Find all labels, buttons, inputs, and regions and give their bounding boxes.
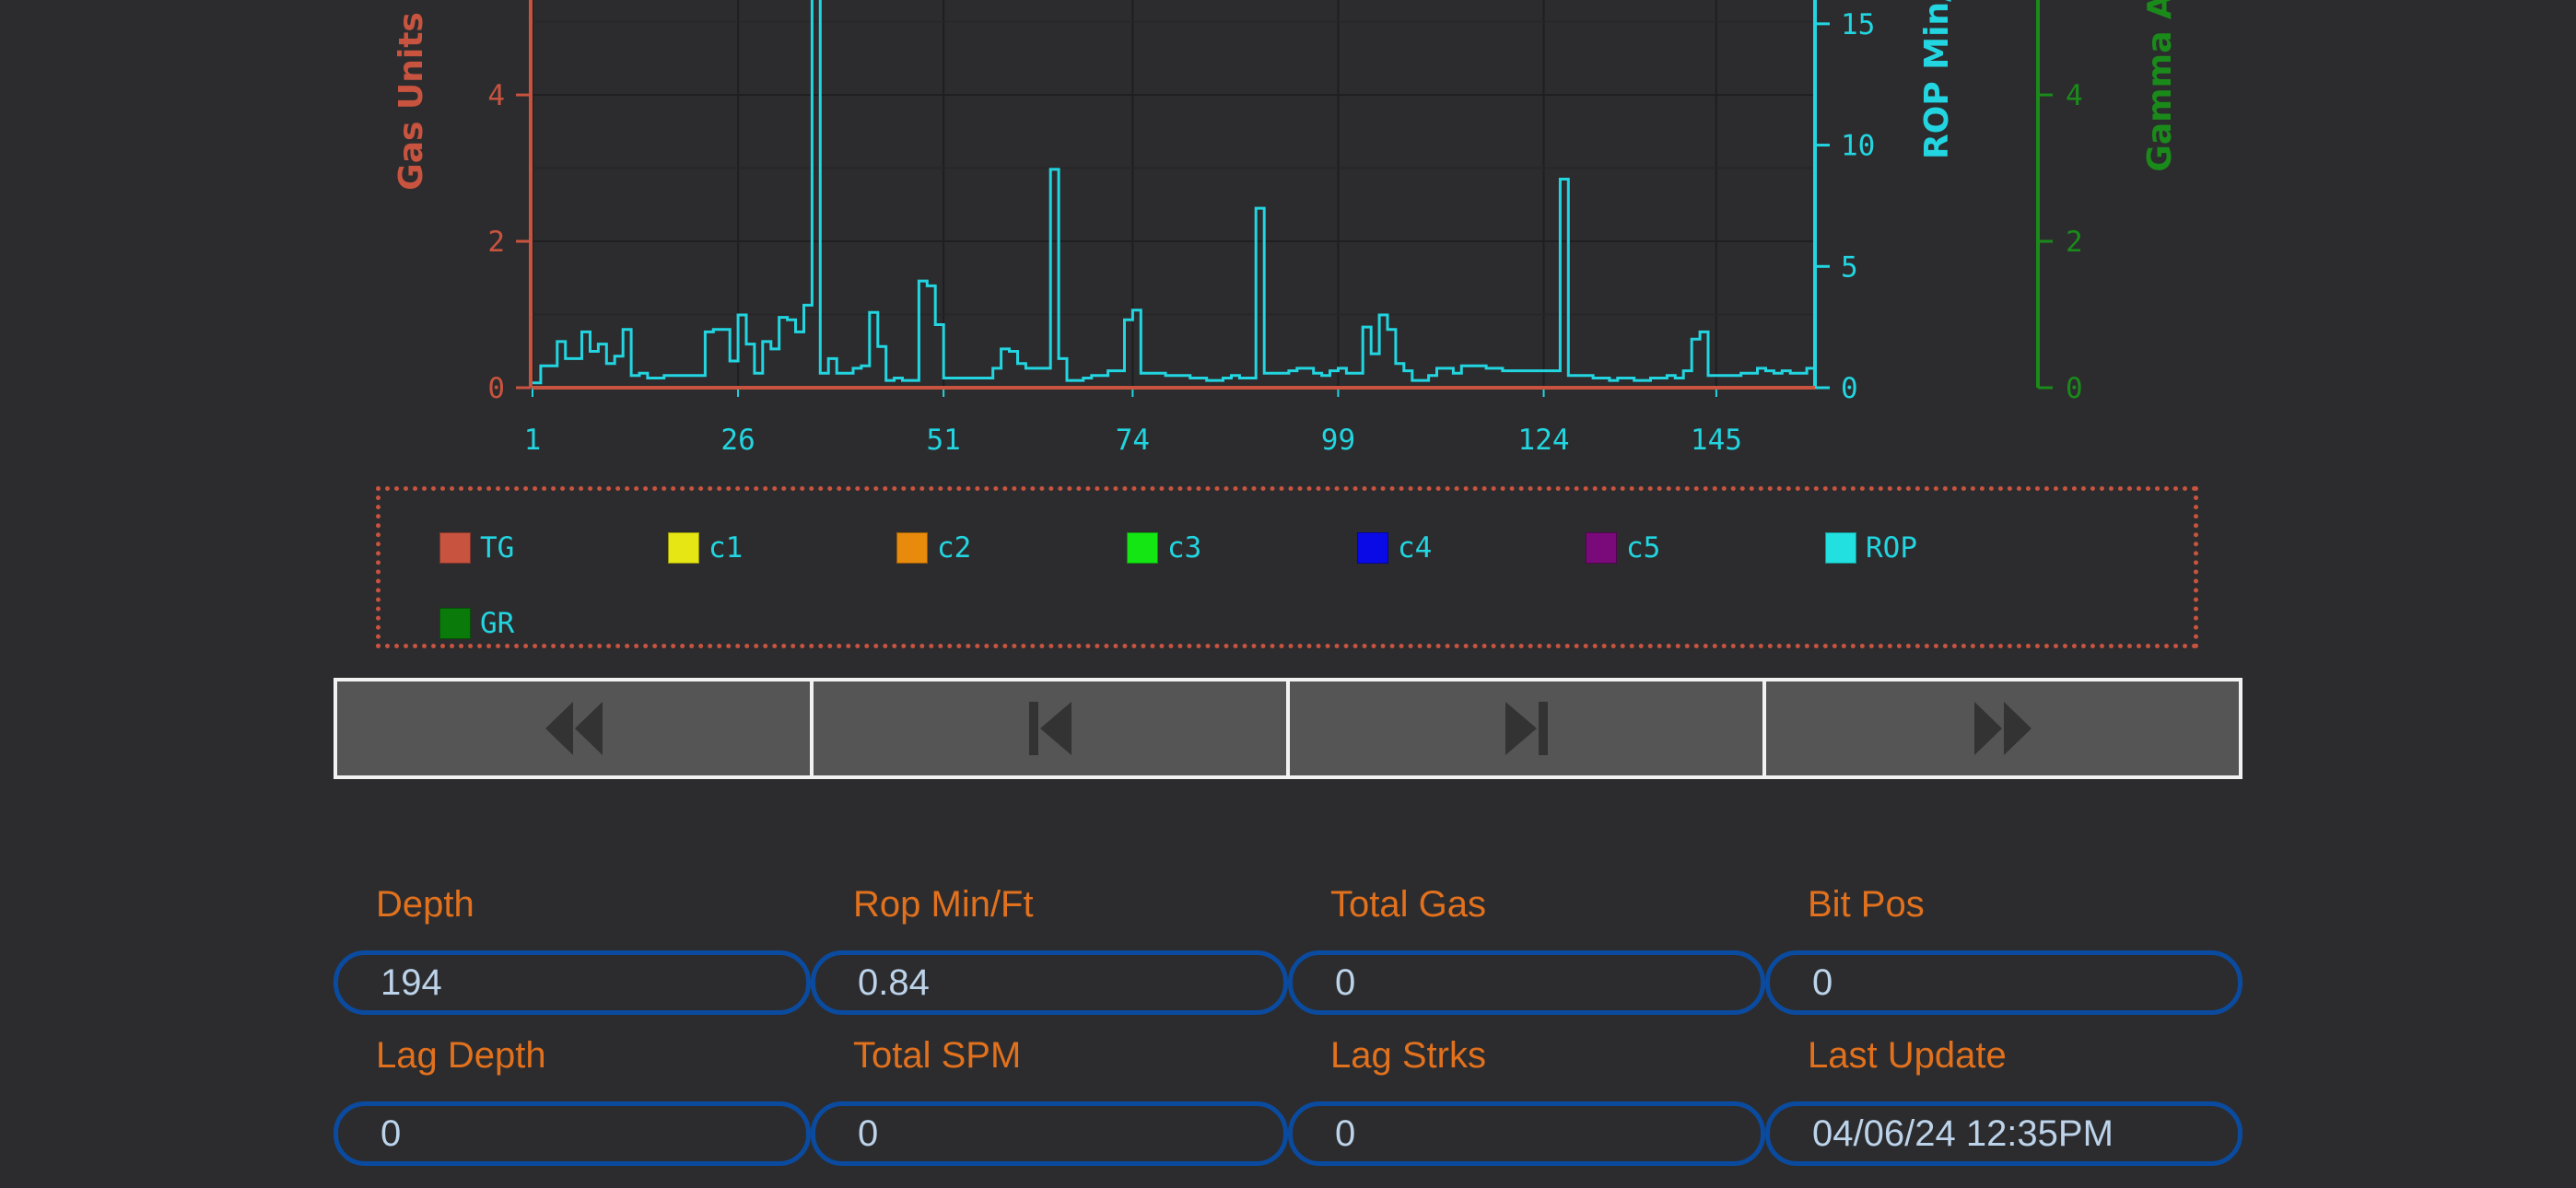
total-spm-field-group: Total SPM 0 (811, 1035, 1288, 1166)
total-gas-field-group: Total Gas 0 (1288, 884, 1765, 1015)
legend-swatch (439, 608, 471, 639)
last-update-field-group: Last Update 04/06/24 12:35PM (1765, 1035, 2242, 1166)
bit-pos-label: Bit Pos (1808, 884, 1925, 925)
legend-swatch (896, 532, 928, 564)
bit-pos-field[interactable]: 0 (1765, 950, 2242, 1015)
rop-label: Rop Min/Ft (853, 884, 1034, 925)
total-gas-label: Total Gas (1330, 884, 1486, 925)
last-update-field[interactable]: 04/06/24 12:35PM (1765, 1101, 2242, 1166)
rop-tick-label: 15 (1841, 8, 1875, 41)
legend-swatch (1586, 532, 1617, 564)
lag-strks-field[interactable]: 0 (1288, 1101, 1765, 1166)
x-tick-label: 124 (1518, 424, 1570, 457)
skip-back-icon (1028, 702, 1071, 755)
legend-item-rop[interactable]: ROP (1825, 531, 1917, 565)
depth-field[interactable]: 194 (334, 950, 811, 1015)
lag-strks-label: Lag Strks (1330, 1035, 1486, 1076)
total-spm-field[interactable]: 0 (811, 1101, 1288, 1166)
gamma-tick-label: 2 (2066, 226, 2083, 259)
chart-axes (516, 0, 2053, 397)
bit-pos-field-group: Bit Pos 0 (1765, 884, 2242, 1015)
legend-swatch (1357, 532, 1388, 564)
gas-tick-label: 4 (487, 79, 505, 112)
rop-tick-label: 5 (1841, 250, 1858, 284)
legend-item-c2[interactable]: c2 (896, 531, 971, 565)
gas-tick-label: 0 (487, 372, 505, 405)
x-tick-label: 1 (524, 424, 542, 457)
x-tick-label: 51 (926, 424, 960, 457)
gamma-tick-label: 4 (2066, 79, 2083, 112)
first-page-button[interactable] (334, 678, 814, 779)
lag-depth-field[interactable]: 0 (334, 1101, 811, 1166)
legend-label: TG (480, 531, 515, 565)
fast-forward-icon (1973, 702, 2032, 755)
chart-legend: TG c1 c2 c3 c4 c5 ROP GR (376, 486, 2198, 648)
legend-label: c5 (1626, 531, 1661, 565)
legend-swatch (439, 532, 471, 564)
legend-label: c4 (1398, 531, 1433, 565)
lag-depth-label: Lag Depth (376, 1035, 546, 1076)
next-button[interactable] (1286, 678, 1766, 779)
gas-axis-title: Gas Units (392, 12, 430, 191)
rewind-icon (544, 702, 603, 755)
legend-swatch (1825, 532, 1856, 564)
rop-field-group: Rop Min/Ft 0.84 (811, 884, 1288, 1015)
x-tick-label: 74 (1116, 424, 1150, 457)
legend-swatch (1127, 532, 1158, 564)
gamma-axis-title: Gamma API (2141, 0, 2179, 172)
last-page-button[interactable] (1762, 678, 2242, 779)
total-spm-label: Total SPM (853, 1035, 1022, 1076)
x-tick-label: 99 (1321, 424, 1355, 457)
rop-tick-label: 10 (1841, 130, 1875, 163)
legend-item-c4[interactable]: c4 (1357, 531, 1432, 565)
chart-plot (533, 0, 1815, 390)
legend-label: c3 (1167, 531, 1202, 565)
legend-item-c3[interactable]: c3 (1127, 531, 1201, 565)
gas-tick-label: 2 (487, 226, 505, 259)
depth-label: Depth (376, 884, 474, 925)
legend-item-tg[interactable]: TG (439, 531, 514, 565)
lag-depth-field-group: Lag Depth 0 (334, 1035, 811, 1166)
x-tick-label: 145 (1691, 424, 1742, 457)
legend-item-c1[interactable]: c1 (668, 531, 743, 565)
previous-button[interactable] (810, 678, 1290, 779)
rop-field[interactable]: 0.84 (811, 950, 1288, 1015)
rop-axis-title: ROP Min/Ft (1918, 0, 1956, 159)
depth-field-group: Depth 194 (334, 884, 811, 1015)
skip-forward-icon (1505, 702, 1548, 755)
legend-label: c1 (708, 531, 744, 565)
last-update-label: Last Update (1808, 1035, 2007, 1076)
navigation-bar (334, 678, 2242, 779)
legend-label: GR (480, 607, 515, 640)
legend-label: ROP (1866, 531, 1917, 565)
legend-item-gr[interactable]: GR (439, 607, 514, 640)
total-gas-field[interactable]: 0 (1288, 950, 1765, 1015)
status-fields: Depth 194 Rop Min/Ft 0.84 Total Gas 0 Bi… (334, 884, 2242, 1166)
series-line-rop (533, 0, 1815, 385)
lag-strks-field-group: Lag Strks 0 (1288, 1035, 1765, 1166)
legend-item-c5[interactable]: c5 (1586, 531, 1660, 565)
x-tick-label: 26 (720, 424, 755, 457)
legend-label: c2 (937, 531, 972, 565)
legend-swatch (668, 532, 699, 564)
gamma-tick-label: 0 (2066, 372, 2083, 405)
rop-tick-label: 0 (1841, 372, 1858, 405)
